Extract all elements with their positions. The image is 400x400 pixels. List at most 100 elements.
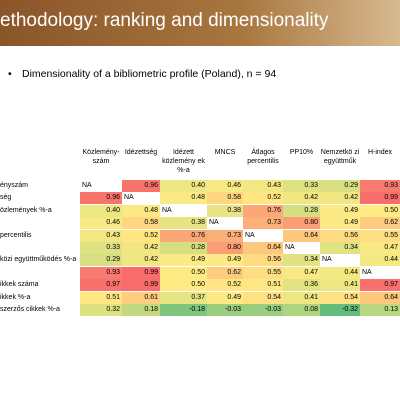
table-cell: 0.37 bbox=[160, 291, 207, 304]
table-cell: 0.62 bbox=[360, 217, 400, 230]
table-cell: 0.33 bbox=[80, 242, 122, 254]
table-cell: NA bbox=[320, 254, 360, 267]
table-cell: 0.93 bbox=[360, 180, 400, 192]
table-cell: 0.28 bbox=[283, 204, 320, 217]
table-cell: 0.13 bbox=[360, 304, 400, 316]
table-cell: 0.80 bbox=[207, 242, 243, 254]
table-cell: 0.58 bbox=[122, 217, 160, 230]
row-label: közi együttműködés %-a bbox=[0, 256, 77, 264]
table-cell: 0.44 bbox=[360, 254, 400, 267]
table-cell: 0.55 bbox=[243, 266, 283, 279]
table-cell: 0.56 bbox=[243, 254, 283, 267]
table-cell: 0.64 bbox=[360, 291, 400, 304]
table-cell: 0.51 bbox=[243, 279, 283, 292]
table-cell: 0.08 bbox=[283, 304, 320, 316]
table-cell: 0.51 bbox=[80, 291, 122, 304]
table-cell: 0.42 bbox=[283, 192, 320, 205]
table-cell: 0.54 bbox=[320, 291, 360, 304]
column-header: Idézettség bbox=[124, 149, 158, 156]
column-header: Nemzetkö zi együttműk bbox=[320, 149, 360, 165]
table-cell: 0.62 bbox=[207, 266, 243, 279]
table-cell: 0.33 bbox=[283, 180, 320, 192]
table-cell: 0.32 bbox=[80, 304, 122, 316]
table-cell: 0.46 bbox=[80, 217, 122, 230]
table-cell: NA bbox=[283, 242, 320, 254]
table-cell: 0.46 bbox=[207, 180, 243, 192]
table-cell: 0.41 bbox=[320, 279, 360, 292]
table-cell: 0.34 bbox=[283, 254, 320, 267]
table-cell: 0.96 bbox=[122, 180, 160, 192]
table-cell: -0.03 bbox=[207, 304, 243, 316]
table-cell: 0.58 bbox=[207, 192, 243, 205]
header-bar bbox=[0, 0, 400, 46]
table-cell: 0.50 bbox=[160, 279, 207, 292]
column-header: H-index bbox=[367, 149, 393, 156]
table-cell: 0.76 bbox=[243, 204, 283, 217]
table-cell: -0.18 bbox=[160, 304, 207, 316]
table-cell: -0.32 bbox=[320, 304, 360, 316]
table-cell: 0.61 bbox=[122, 291, 160, 304]
table-cell: 0.48 bbox=[160, 192, 207, 205]
table-cell: 0.49 bbox=[207, 254, 243, 267]
table-cell: 0.97 bbox=[80, 279, 122, 292]
table-cell: 0.64 bbox=[283, 229, 320, 242]
table-cell: 0.76 bbox=[160, 229, 207, 242]
table-cell: 0.29 bbox=[80, 254, 122, 267]
table-cell: 0.41 bbox=[283, 291, 320, 304]
table-cell: 0.64 bbox=[243, 242, 283, 254]
column-header: PP10% bbox=[289, 149, 314, 156]
row-label: szerzős cikkek %-a bbox=[0, 306, 60, 313]
table-cell: 0.55 bbox=[360, 229, 400, 242]
table-cell: 0.42 bbox=[122, 242, 160, 254]
table-cell: 0.48 bbox=[122, 204, 160, 217]
table-cell: 0.40 bbox=[160, 180, 207, 192]
column-header: Átlagos percentilis bbox=[247, 149, 279, 165]
row-label: ikkek száma bbox=[0, 281, 39, 289]
table-cell: 0.73 bbox=[207, 229, 243, 242]
column-header: Közlemény-szám bbox=[82, 149, 120, 165]
table-cell: 0.96 bbox=[80, 192, 122, 205]
table-cell: NA bbox=[160, 204, 207, 217]
table-cell: 0.29 bbox=[320, 180, 360, 192]
column-header: Idézett közlemény ek %-a bbox=[162, 149, 205, 174]
table-cell: NA bbox=[80, 180, 122, 192]
table-cell: 0.49 bbox=[320, 204, 360, 217]
table-cell: 0.44 bbox=[320, 266, 360, 279]
table-cell: 0.56 bbox=[320, 229, 360, 242]
table-cell: NA bbox=[122, 192, 160, 205]
table-cell: NA bbox=[360, 266, 400, 279]
table-cell: 0.93 bbox=[80, 266, 122, 279]
table-cell: 0.73 bbox=[243, 217, 283, 230]
table-cell: 0.54 bbox=[243, 291, 283, 304]
table-cell: 0.43 bbox=[243, 180, 283, 192]
table-cell: NA bbox=[207, 217, 243, 230]
table-cell: NA bbox=[243, 229, 283, 242]
row-label: özlemények %-a bbox=[0, 206, 52, 214]
table-cell: 0.52 bbox=[207, 279, 243, 292]
table-cell: 0.36 bbox=[283, 279, 320, 292]
table-cell: 0.99 bbox=[360, 192, 400, 205]
table-cell: 0.49 bbox=[160, 254, 207, 267]
table-cell: 0.97 bbox=[360, 279, 400, 292]
row-label: ényszám bbox=[0, 182, 29, 189]
row-label: ikkek %-a bbox=[0, 293, 31, 301]
table-cell: 0.52 bbox=[243, 192, 283, 205]
row-label: ség bbox=[0, 194, 12, 202]
table-cell: 0.99 bbox=[122, 266, 160, 279]
table-cell: 0.38 bbox=[160, 217, 207, 230]
table-cell: 0.47 bbox=[283, 266, 320, 279]
table-cell: 0.34 bbox=[320, 242, 360, 254]
table-cell: 0.49 bbox=[207, 291, 243, 304]
table-cell: 0.47 bbox=[360, 242, 400, 254]
table-cell: 0.49 bbox=[320, 217, 360, 230]
row-label: percentilis bbox=[0, 231, 32, 239]
table-cell: 0.28 bbox=[160, 242, 207, 254]
table-cell: 0.80 bbox=[283, 217, 320, 230]
table-cell: 0.18 bbox=[122, 304, 160, 316]
slide-title: ethodology: ranking and dimensionality bbox=[0, 10, 329, 31]
table-cell: 0.50 bbox=[360, 204, 400, 217]
table-cell: 0.50 bbox=[160, 266, 207, 279]
table-cell: 0.42 bbox=[122, 254, 160, 267]
bullet-text: Dimensionality of a bibliometric profile… bbox=[8, 68, 276, 80]
